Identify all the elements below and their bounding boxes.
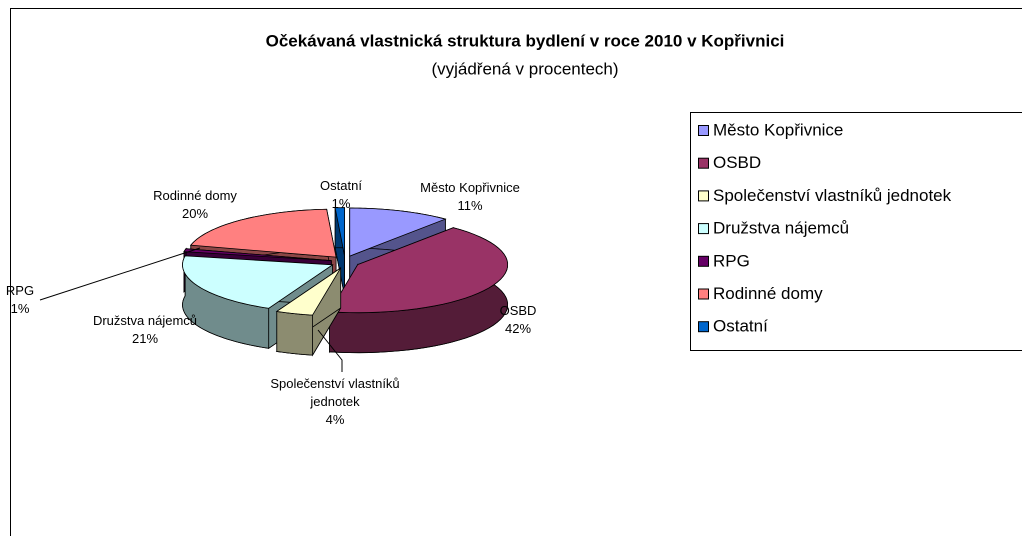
legend-label: OSBD: [713, 153, 761, 172]
legend-swatch: [698, 288, 709, 300]
category-label: Rodinné domy: [153, 188, 237, 203]
legend-swatch: [698, 223, 709, 235]
pie: [182, 207, 509, 357]
legend-swatch: [698, 157, 709, 169]
value-label: 1%: [331, 196, 351, 211]
legend-swatch: [698, 255, 709, 267]
chart-subtitle: (vyjádřená v procentech): [431, 59, 618, 78]
data-label: Družstva nájemců 21%: [75, 312, 215, 348]
leader-line: [39, 247, 201, 301]
data-label: Společenství vlastníků jednotek 4%: [245, 375, 425, 429]
value-label: 21%: [131, 331, 159, 346]
data-label: OSBD 42%: [488, 302, 548, 338]
slice: [275, 267, 342, 316]
legend-label: Ostatní: [713, 317, 768, 336]
legend-box: [690, 112, 1022, 351]
slice: [349, 207, 447, 257]
slice: [189, 208, 337, 258]
legend-swatch: [698, 321, 709, 333]
value-label: 4%: [325, 412, 345, 427]
chart-title: Očekávaná vlastnická struktura bydlení v…: [266, 31, 785, 50]
category-label: RPG: [5, 283, 35, 298]
category-label: Ostatní: [320, 178, 362, 193]
leader-line: [317, 329, 343, 372]
legend-label: Rodinné domy: [713, 284, 823, 303]
value-label: 1%: [10, 301, 30, 316]
data-label: Rodinné domy 20%: [135, 187, 255, 223]
category-label: Společenství vlastníků jednotek: [270, 376, 400, 409]
data-label: Ostatní 1%: [311, 177, 371, 213]
data-label: RPG 1%: [0, 282, 40, 318]
value-label: 20%: [181, 206, 209, 221]
category-label: OSBD: [499, 303, 537, 318]
legend-label: Družstva nájemců: [713, 219, 849, 238]
legend-swatch: [698, 125, 709, 136]
slice: [328, 227, 509, 314]
legend-label: RPG: [713, 251, 750, 270]
value-label: 42%: [504, 321, 532, 336]
legend-label: Společenství vlastníků jednotek: [713, 186, 952, 205]
slice: [334, 207, 345, 256]
slice: [182, 255, 334, 309]
slice: [183, 248, 332, 262]
value-label: 11%: [457, 198, 483, 213]
category-label: Město Kopřivnice: [420, 180, 520, 195]
data-label: Město Kopřivnice 11%: [390, 179, 550, 215]
category-label: Družstva nájemců: [92, 313, 198, 328]
slice-side: [276, 310, 313, 356]
legend-label: Město Kopřivnice: [713, 120, 843, 139]
legend-swatch: [698, 190, 709, 202]
